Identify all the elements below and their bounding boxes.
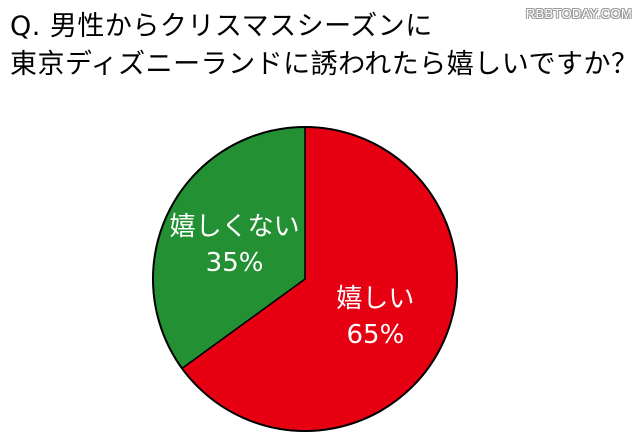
pie-labels: 嬉しい 65% 嬉しくない 35%: [170, 212, 415, 350]
pie-slices: [152, 126, 458, 432]
chart-title-line-2: 東京ディズニーランドに誘われたら嬉しいですか？: [10, 49, 639, 80]
watermark: RBBTODAY.COM: [525, 6, 632, 21]
chart-title-line-1: Q. 男性からクリスマスシーズンに: [10, 11, 433, 42]
slice-value-label-2: 35%: [206, 248, 264, 278]
slice-label-1: 嬉しい: [336, 284, 414, 314]
chart-title: Q. 男性からクリスマスシーズンに 東京ディズニーランドに誘われたら嬉しいですか…: [10, 8, 639, 84]
slice-value-label-1: 65%: [347, 320, 405, 350]
pie-outline: [152, 126, 458, 432]
slice-label-2: 嬉しくない: [170, 212, 300, 242]
